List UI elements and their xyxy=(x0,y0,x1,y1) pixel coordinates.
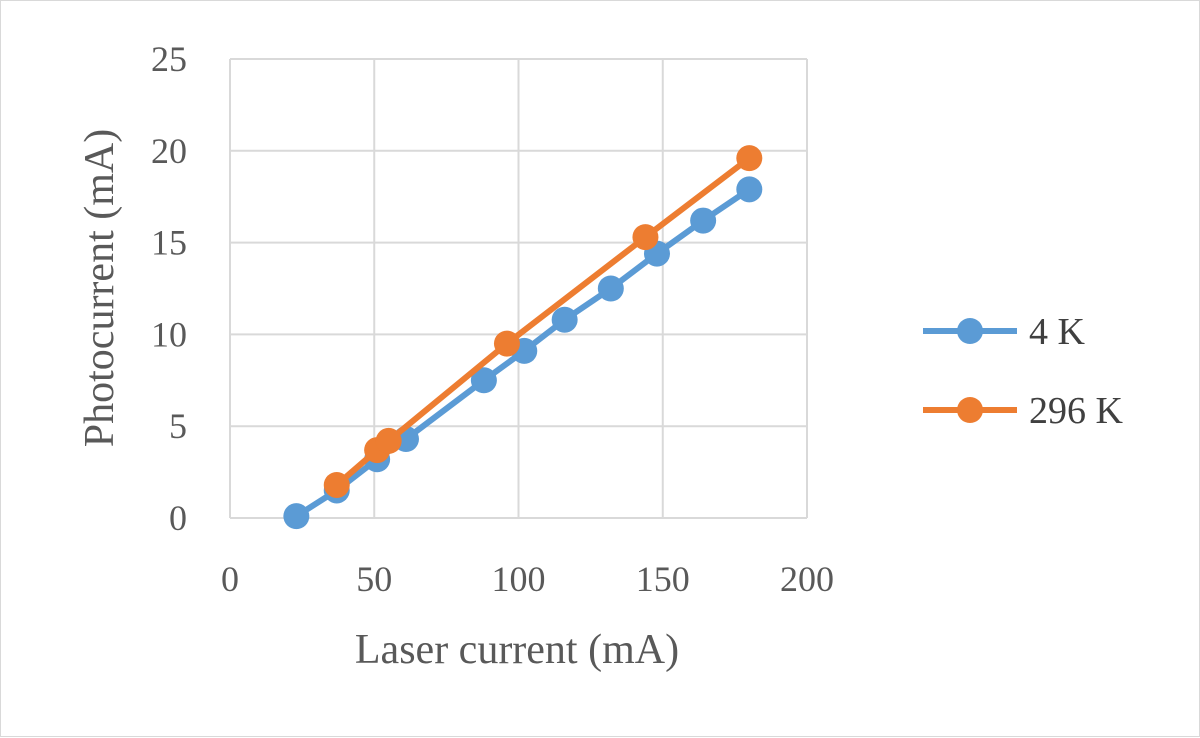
data-point xyxy=(736,145,763,172)
x-tick-label: 150 xyxy=(636,559,690,599)
y-tick-label: 20 xyxy=(151,131,187,171)
y-tick-label: 5 xyxy=(169,406,187,446)
legend-item: 4 K xyxy=(923,311,1086,353)
data-point xyxy=(375,427,402,454)
y-tick-label: 0 xyxy=(169,498,187,538)
tick-labels: 0 50 100 150 200 0 5 10 15 20 25 xyxy=(151,39,834,599)
data-point xyxy=(551,306,578,333)
data-point xyxy=(493,330,520,357)
y-axis-title: Photocurrent (mA) xyxy=(77,129,123,447)
y-tick-label: 25 xyxy=(151,39,187,79)
legend-marker xyxy=(957,397,983,423)
legend-label: 4 K xyxy=(1029,311,1086,353)
legend: 4 K 296 K xyxy=(923,311,1124,432)
data-point xyxy=(736,176,763,203)
y-tick-label: 10 xyxy=(151,314,187,354)
legend-marker xyxy=(957,318,983,344)
x-tick-label: 0 xyxy=(221,559,239,599)
x-tick-label: 50 xyxy=(356,559,392,599)
series-0 xyxy=(283,176,763,530)
series-1 xyxy=(323,145,763,498)
data-point xyxy=(323,471,350,498)
data-point xyxy=(470,367,497,394)
x-axis-title: Laser current (mA) xyxy=(355,627,679,673)
data-point xyxy=(632,224,659,251)
gridlines xyxy=(229,58,808,519)
legend-label: 296 K xyxy=(1029,390,1124,432)
data-point xyxy=(690,207,717,234)
y-tick-label: 15 xyxy=(151,223,187,263)
data-point xyxy=(597,275,624,302)
x-tick-label: 100 xyxy=(492,559,546,599)
legend-item: 296 K xyxy=(923,390,1124,432)
data-point xyxy=(283,503,310,530)
x-tick-label: 200 xyxy=(780,559,834,599)
series-layer xyxy=(283,145,763,530)
